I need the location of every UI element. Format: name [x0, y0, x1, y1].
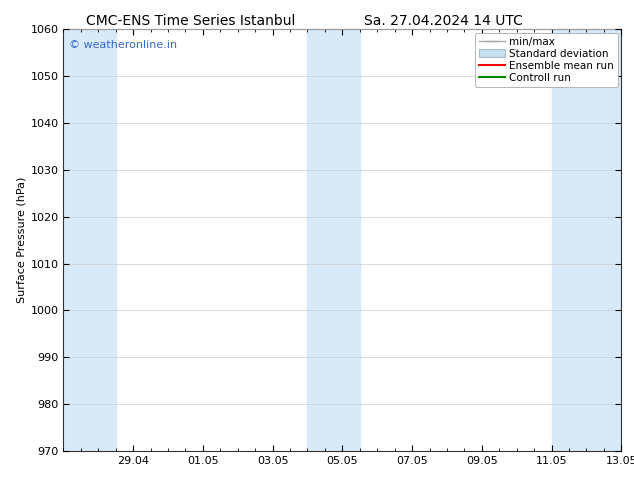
Text: CMC-ENS Time Series Istanbul: CMC-ENS Time Series Istanbul [86, 14, 295, 28]
Y-axis label: Surface Pressure (hPa): Surface Pressure (hPa) [16, 177, 26, 303]
Bar [63, 29, 115, 451]
Text: Sa. 27.04.2024 14 UTC: Sa. 27.04.2024 14 UTC [365, 14, 523, 28]
Bar [307, 29, 360, 451]
Bar [552, 29, 621, 451]
Legend: min/max, Standard deviation, Ensemble mean run, Controll run: min/max, Standard deviation, Ensemble me… [475, 32, 618, 87]
Text: © weatheronline.in: © weatheronline.in [69, 40, 177, 50]
